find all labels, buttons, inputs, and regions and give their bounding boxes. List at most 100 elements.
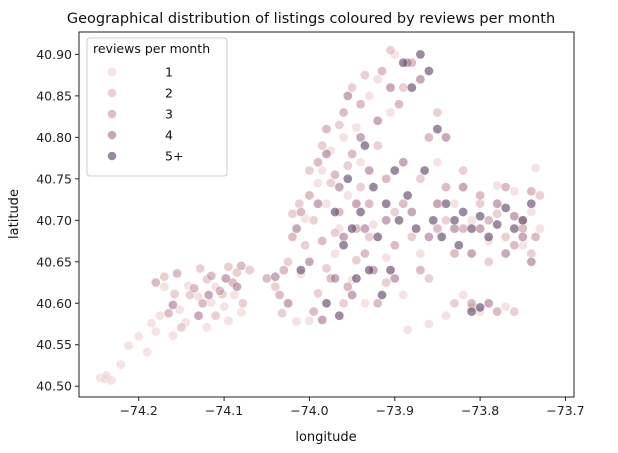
data-point — [381, 198, 392, 209]
legend-marker — [107, 109, 117, 119]
data-point — [483, 256, 494, 267]
data-point — [172, 268, 182, 279]
data-point — [338, 240, 349, 251]
data-point — [475, 190, 485, 201]
data-point — [535, 223, 545, 234]
data-point — [389, 240, 400, 251]
data-point — [394, 99, 404, 110]
data-point — [355, 207, 366, 217]
data-point — [381, 252, 392, 263]
data-point — [236, 260, 247, 271]
legend-title: reviews per month — [93, 41, 210, 56]
data-point — [389, 207, 400, 217]
data-point — [330, 227, 340, 238]
data-point — [432, 157, 443, 168]
data-point — [517, 231, 528, 242]
data-point — [321, 148, 332, 159]
data-point — [155, 310, 165, 321]
legend-label: 3 — [165, 107, 173, 122]
data-point — [338, 298, 349, 309]
data-point — [372, 231, 383, 242]
data-point — [223, 315, 234, 326]
data-point — [517, 215, 528, 226]
data-point — [197, 298, 208, 309]
data-point — [321, 263, 332, 274]
data-point — [150, 277, 161, 288]
data-point — [423, 319, 434, 329]
data-point — [237, 298, 248, 309]
data-point — [500, 248, 511, 259]
data-point — [517, 223, 528, 234]
x-tick-label: −74.0 — [290, 403, 328, 418]
data-point — [342, 173, 353, 184]
data-point — [449, 215, 460, 226]
data-point — [389, 273, 400, 284]
data-point — [206, 270, 217, 281]
data-point — [385, 45, 396, 56]
data-point — [287, 231, 298, 242]
data-point — [509, 306, 520, 317]
data-point — [300, 240, 311, 251]
data-point — [223, 261, 234, 272]
y-tick-label: 40.60 — [36, 296, 72, 311]
data-point — [330, 248, 340, 259]
y-tick-label: 40.80 — [36, 130, 72, 145]
data-point — [423, 273, 434, 284]
data-point — [385, 107, 396, 118]
data-point — [441, 215, 451, 226]
y-tick-label: 40.90 — [36, 47, 72, 62]
data-point — [317, 165, 328, 176]
y-tick-label: 40.50 — [36, 379, 72, 394]
data-point — [202, 322, 212, 333]
data-point — [174, 304, 185, 315]
y-tick-label: 40.75 — [36, 171, 72, 186]
data-point — [406, 207, 417, 217]
data-point — [398, 57, 409, 68]
data-point — [509, 240, 520, 251]
data-point — [295, 265, 306, 275]
y-tick-label: 40.85 — [36, 88, 72, 103]
data-point — [220, 273, 231, 284]
data-point — [419, 165, 430, 176]
data-point — [500, 182, 511, 192]
data-point — [372, 74, 383, 85]
data-point — [441, 310, 451, 321]
data-point — [342, 91, 353, 101]
data-point — [321, 298, 332, 309]
x-tick-label: −73.9 — [376, 403, 414, 418]
data-point — [270, 281, 281, 292]
data-point — [167, 330, 178, 341]
data-point — [347, 223, 357, 234]
data-point — [364, 165, 375, 176]
data-point — [359, 248, 370, 259]
data-point — [449, 248, 460, 259]
data-point — [394, 215, 404, 226]
data-point — [500, 202, 511, 213]
y-tick-label: 40.70 — [36, 213, 72, 228]
data-point — [372, 298, 383, 309]
data-point — [364, 265, 375, 275]
data-point — [291, 316, 302, 327]
data-point — [530, 231, 541, 242]
legend-marker — [107, 130, 117, 140]
legend-marker — [107, 67, 117, 77]
data-point — [526, 207, 537, 217]
data-point — [466, 223, 477, 234]
data-point — [334, 182, 345, 192]
data-point — [219, 301, 229, 312]
data-point — [351, 255, 362, 265]
data-point — [364, 91, 375, 101]
data-point — [244, 265, 255, 275]
x-axis: −74.2 −74.1 −74.0 −73.9 −73.8 −73.7 — [120, 397, 585, 418]
data-point — [359, 298, 370, 309]
data-point — [203, 290, 214, 300]
data-point — [347, 82, 357, 93]
data-point — [423, 231, 434, 242]
data-point — [530, 163, 541, 173]
data-point — [436, 231, 447, 242]
data-point — [304, 165, 315, 176]
data-point — [159, 271, 170, 282]
data-point — [466, 306, 477, 317]
data-point — [355, 99, 366, 110]
data-point — [415, 248, 426, 259]
